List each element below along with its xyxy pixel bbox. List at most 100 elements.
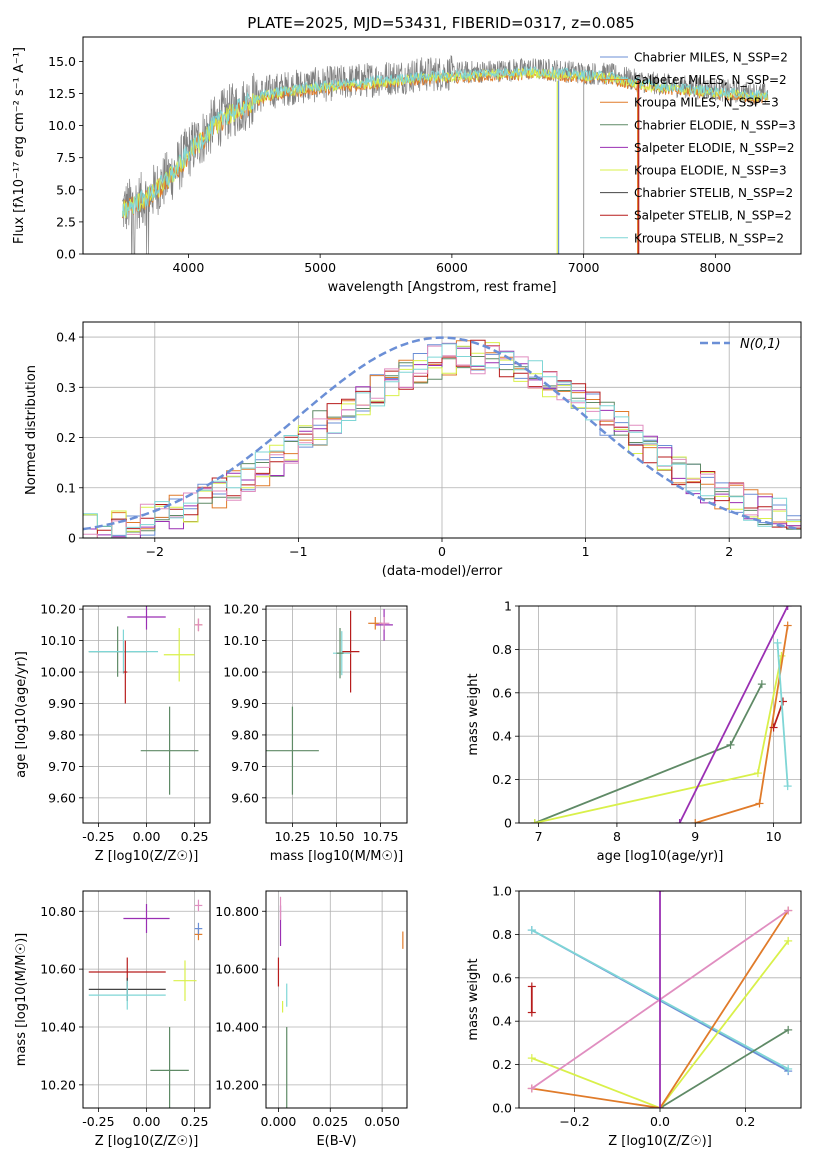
x-axis-label: (data-model)/error (382, 564, 503, 579)
mass-vs-EBV-panel: 0.000 0.025 0.050 10.200 10.400 10.600 10.800 E… (215, 890, 408, 1149)
legend-entry: Kroupa ELODIE, N_SSP=3 (634, 164, 787, 178)
plus-marker (783, 606, 792, 610)
y-tick-label: 10.00 (223, 665, 259, 680)
y-tick-label: 0.0 (56, 247, 76, 262)
massweight-vs-age-panel: 7 8 9 10 0 0.2 0.4 0.6 0.8 1 age [log10(age/yr)] ma… (466, 599, 802, 864)
y-tick-label: 0.4 (56, 330, 76, 345)
plus-marker (757, 680, 766, 689)
x-tick-label: 8 (613, 829, 621, 844)
y-axis-label: mass weight (466, 673, 481, 755)
plus-marker (726, 740, 735, 749)
plus-marker (783, 621, 792, 630)
y-tick-label: 9.80 (48, 727, 76, 742)
plus-marker (530, 819, 539, 823)
y-tick-label: 0.0 (492, 1101, 512, 1116)
y-tick-label: 0.8 (492, 927, 512, 942)
x-tick-label: 5000 (304, 260, 336, 275)
y-tick-label: 0.8 (492, 642, 512, 657)
errorbar-point (378, 617, 390, 630)
plus-marker (773, 638, 782, 647)
y-tick-label: 10.20 (40, 602, 76, 617)
y-tick-label: 1 (504, 599, 512, 614)
y-axis-label: mass [log10(M/M☉)] (14, 933, 29, 1066)
errorbar-point (194, 618, 203, 632)
age-vs-Z-plot-area (88, 606, 203, 795)
plus-marker (527, 982, 536, 991)
y-axis-label: Flux [fλ10⁻¹⁷ erg cm⁻² s⁻¹ A⁻¹] (12, 47, 27, 244)
y-axis-label: mass weight (466, 958, 481, 1040)
massweight-vs-Z-panel: −0.2 0.0 0.2 0.0 0.2 0.4 0.6 0.8 1.0 Z [log10(Z/Z… (466, 884, 802, 1149)
plus-marker (656, 891, 664, 895)
x-tick-label: 0.00 (133, 829, 161, 844)
y-tick-label: 9.70 (231, 759, 259, 774)
y-tick-label: 9.60 (48, 790, 76, 805)
plus-marker (778, 697, 787, 706)
plus-marker (527, 1054, 536, 1063)
mass-weight-line (776, 642, 789, 787)
plus-marker (675, 819, 684, 823)
x-tick-label: 0.25 (181, 1114, 209, 1129)
x-axis-label: age [log10(age/yr)] (597, 849, 724, 864)
x-axis-label: Z [log10(Z/Z☉)] (608, 1134, 712, 1149)
massweight-vs-age-plot-area (530, 606, 792, 823)
errorbar-point (123, 904, 170, 933)
errorbar-point (341, 610, 360, 693)
plus-marker (691, 819, 700, 823)
errorbar-point (127, 606, 166, 630)
x-tick-label: 7000 (568, 260, 600, 275)
plus-marker (527, 1084, 536, 1093)
legend-entry: N(0,1) (740, 337, 781, 352)
spectrum-panel: 4000 5000 6000 7000 8000 0.0 2.5 5.0 7.5 10.0 12.5… (12, 36, 802, 295)
x-tick-label: 6000 (436, 260, 468, 275)
x-tick-label: 10 (766, 829, 782, 844)
y-axis-label: age [log10(age/yr)] (14, 651, 29, 778)
spectrum-plot-area (122, 55, 769, 254)
y-tick-label: 0.4 (492, 1014, 512, 1029)
x-tick-label: 10.75 (363, 829, 399, 844)
mass-vs-Z-panel: -0.25 0.00 0.25 10.20 10.40 10.60 10.80 Z [log1… (14, 890, 211, 1149)
plus-marker (755, 799, 764, 808)
x-tick-label: 0.0 (650, 1114, 670, 1129)
y-tick-label: 10.400 (215, 1019, 259, 1034)
axes-frame (518, 605, 802, 824)
y-tick-label: 0.6 (492, 685, 512, 700)
plus-marker (784, 906, 793, 915)
mass-weight-line (531, 940, 789, 1108)
mass-vs-Z-plot-area (88, 899, 203, 1108)
y-tick-label: 15.0 (48, 54, 76, 69)
mass-weight-line (531, 910, 789, 1108)
figure-title: PLATE=2025, MJD=53431, FIBERID=0317, z=0… (247, 14, 634, 32)
y-tick-label: 10.800 (215, 904, 259, 919)
y-tick-label: 9.90 (231, 696, 259, 711)
x-tick-label: 7 (535, 829, 543, 844)
y-tick-label: 10.10 (40, 633, 76, 648)
plus-marker (783, 782, 792, 791)
x-tick-label: −1 (289, 544, 307, 559)
residual-histogram (83, 339, 801, 538)
y-tick-label: 0.2 (492, 772, 512, 787)
y-tick-label: 7.5 (56, 150, 76, 165)
x-tick-label: 2 (725, 544, 733, 559)
errorbar-point (123, 640, 128, 704)
y-tick-label: 0.2 (492, 1057, 512, 1072)
errorbar-point (88, 629, 159, 674)
x-tick-label: 0.050 (364, 1114, 400, 1129)
axes-frame (265, 890, 408, 1109)
errorbar-point (163, 628, 195, 682)
x-axis-label: Z [log10(Z/Z☉)] (95, 849, 199, 864)
y-tick-label: 10.600 (215, 962, 259, 977)
plus-marker (784, 1025, 793, 1034)
axes-frame (82, 321, 802, 539)
axes-frame (82, 36, 802, 255)
axes-frame (518, 890, 802, 1109)
x-tick-label: 4000 (172, 260, 204, 275)
massweight-vs-Z-plot-area (527, 891, 793, 1108)
y-tick-label: 0 (68, 531, 76, 546)
legend-entry: Chabrier ELODIE, N_SSP=3 (634, 118, 796, 132)
age-vs-mass-panel: 10.25 10.50 10.75 9.60 9.70 9.80 9.90 10.00 10.1… (223, 602, 408, 864)
x-tick-label: −0.2 (559, 1114, 589, 1129)
residuals-panel: −2 −1 0 1 2 0 0.1 0.2 0.3 0.4 (data-model)/error No… (24, 321, 802, 579)
x-tick-label: 0 (438, 544, 446, 559)
y-tick-label: 9.90 (48, 696, 76, 711)
